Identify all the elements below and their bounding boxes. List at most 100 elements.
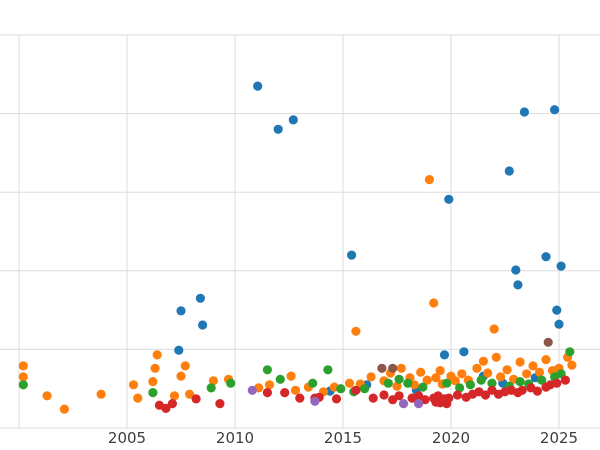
data-point-orange xyxy=(18,372,28,382)
data-point-orange xyxy=(491,352,501,362)
data-point-orange xyxy=(567,360,577,370)
data-point-blue xyxy=(253,81,263,91)
data-point-orange xyxy=(128,380,139,390)
x-tick-label: 2020 xyxy=(432,429,470,447)
data-point-orange xyxy=(150,363,160,373)
data-point-green xyxy=(336,384,346,394)
data-point-orange xyxy=(457,369,467,379)
data-point-red xyxy=(215,399,225,409)
data-point-green xyxy=(565,347,575,357)
data-point-green xyxy=(383,378,393,388)
data-point-red xyxy=(480,390,491,400)
data-point-orange xyxy=(290,385,301,395)
data-point-green xyxy=(275,374,285,384)
data-point-brown xyxy=(543,337,553,347)
data-point-red xyxy=(444,393,454,403)
data-point-purple xyxy=(414,399,424,409)
data-point-orange xyxy=(472,363,482,373)
data-point-orange xyxy=(541,355,551,365)
data-point-orange xyxy=(483,368,493,378)
data-point-blue xyxy=(176,306,186,316)
data-point-green xyxy=(455,383,465,393)
data-point-green xyxy=(515,377,525,387)
data-point-purple xyxy=(247,385,257,395)
x-tick-label: 2010 xyxy=(216,429,254,447)
data-point-red xyxy=(379,390,389,400)
data-point-orange xyxy=(522,369,532,379)
data-point-blue xyxy=(513,280,523,290)
data-point-orange xyxy=(396,363,406,373)
data-point-orange xyxy=(42,391,52,401)
data-point-blue xyxy=(174,345,184,355)
data-point-orange xyxy=(286,371,296,381)
data-point-blue xyxy=(195,293,205,303)
data-point-green xyxy=(360,384,370,394)
data-point-red xyxy=(517,385,527,395)
data-point-orange xyxy=(502,365,512,375)
data-point-blue xyxy=(511,265,521,275)
x-tick-label: 2015 xyxy=(324,429,362,447)
data-point-orange xyxy=(416,367,426,377)
data-point-red xyxy=(368,393,378,403)
data-point-blue xyxy=(556,261,566,271)
data-point-red xyxy=(532,386,543,396)
data-point-green xyxy=(465,380,475,390)
data-point-red xyxy=(262,388,272,398)
data-point-orange xyxy=(534,367,545,377)
data-point-green xyxy=(403,378,413,388)
data-point-orange xyxy=(450,376,460,386)
data-point-green xyxy=(226,378,236,388)
data-point-green xyxy=(323,365,333,375)
data-point-red xyxy=(552,378,562,388)
data-point-brown xyxy=(388,363,398,373)
data-point-orange xyxy=(133,393,143,403)
data-point-orange xyxy=(366,372,376,382)
data-point-orange xyxy=(431,373,441,383)
data-point-orange xyxy=(424,175,434,185)
data-point-orange xyxy=(96,389,106,399)
data-point-orange xyxy=(528,361,538,371)
data-point-blue xyxy=(347,250,357,260)
data-point-green xyxy=(18,380,28,390)
x-tick-label: 2005 xyxy=(108,429,146,447)
data-point-red xyxy=(331,394,342,404)
data-point-red xyxy=(295,393,305,403)
data-point-red xyxy=(161,403,171,413)
data-point-orange xyxy=(264,380,275,390)
data-point-orange xyxy=(344,378,355,388)
data-point-blue xyxy=(550,105,560,115)
data-point-green xyxy=(418,382,428,392)
data-point-red xyxy=(280,388,290,398)
data-point-brown xyxy=(377,363,387,373)
data-point-orange xyxy=(169,391,180,401)
data-point-green xyxy=(308,378,318,388)
data-point-blue xyxy=(519,107,530,117)
data-point-green xyxy=(262,365,272,375)
data-point-orange xyxy=(185,389,195,399)
data-point-orange xyxy=(392,381,402,391)
data-point-orange xyxy=(208,376,218,386)
data-point-red xyxy=(351,385,361,395)
data-point-orange xyxy=(59,404,69,414)
data-point-orange xyxy=(18,361,28,371)
data-point-orange xyxy=(152,350,162,360)
data-point-red xyxy=(394,391,404,401)
data-point-orange xyxy=(478,356,488,366)
data-point-blue xyxy=(444,194,454,204)
data-point-red xyxy=(452,390,463,400)
data-point-orange xyxy=(422,375,432,385)
data-point-orange xyxy=(489,324,499,334)
data-point-blue xyxy=(459,347,469,357)
data-point-green xyxy=(476,375,486,385)
data-point-orange xyxy=(180,361,190,371)
data-point-green xyxy=(537,375,547,385)
data-point-blue xyxy=(554,319,564,329)
data-point-orange xyxy=(176,371,186,381)
data-point-blue xyxy=(273,124,283,134)
data-point-orange xyxy=(435,366,445,376)
data-point-red xyxy=(167,399,177,409)
data-point-green xyxy=(206,383,216,393)
data-point-green xyxy=(487,378,497,388)
